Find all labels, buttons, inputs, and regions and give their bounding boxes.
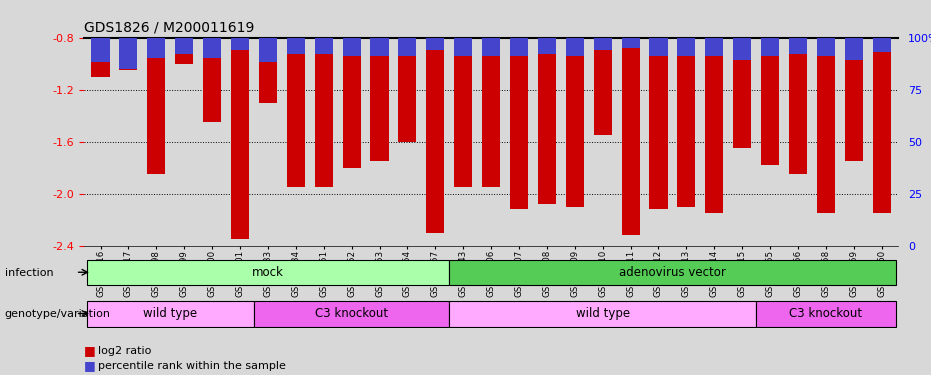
Bar	[454, 38, 472, 56]
Bar	[231, 38, 250, 50]
Bar	[761, 38, 779, 165]
Bar	[538, 38, 556, 204]
Bar	[678, 38, 695, 207]
Bar	[259, 38, 277, 63]
Bar	[91, 38, 110, 63]
Bar	[872, 38, 891, 213]
Bar	[287, 38, 304, 54]
Bar	[259, 38, 277, 102]
Bar	[650, 38, 668, 209]
Bar	[254, 302, 450, 327]
Text: GDS1826 / M200011619: GDS1826 / M200011619	[84, 21, 254, 35]
Bar	[872, 38, 891, 52]
Bar	[733, 38, 751, 148]
Text: C3 knockout: C3 knockout	[315, 307, 388, 320]
Text: wild type: wild type	[575, 307, 629, 320]
Text: ■: ■	[84, 344, 96, 357]
Bar	[594, 38, 612, 135]
Bar	[844, 38, 863, 161]
Bar	[650, 38, 668, 56]
Bar	[816, 38, 835, 213]
Bar	[175, 38, 194, 63]
Bar	[450, 260, 896, 285]
Bar	[816, 38, 835, 56]
Bar	[622, 38, 640, 235]
Bar	[482, 38, 500, 56]
Text: ■: ■	[84, 359, 96, 372]
Text: percentile rank within the sample: percentile rank within the sample	[98, 361, 286, 370]
Bar	[450, 302, 756, 327]
Text: genotype/variation: genotype/variation	[5, 309, 111, 319]
Bar	[566, 38, 584, 207]
Bar	[119, 38, 138, 69]
Bar	[510, 38, 528, 209]
Text: C3 knockout: C3 knockout	[789, 307, 862, 320]
Bar	[203, 38, 222, 122]
Bar	[733, 38, 751, 60]
Bar	[756, 302, 896, 327]
Bar	[175, 38, 194, 54]
Bar	[426, 38, 444, 50]
Bar	[510, 38, 528, 56]
Bar	[678, 38, 695, 56]
Bar	[231, 38, 250, 239]
Bar	[705, 38, 723, 56]
Bar	[705, 38, 723, 213]
Bar	[566, 38, 584, 56]
Bar	[594, 38, 612, 50]
Text: log2 ratio: log2 ratio	[98, 346, 151, 355]
Bar	[91, 38, 110, 76]
Bar	[426, 38, 444, 232]
Bar	[398, 38, 416, 142]
Bar	[203, 38, 222, 58]
Bar	[119, 38, 138, 70]
Bar	[454, 38, 472, 187]
Bar	[371, 38, 388, 161]
Bar	[315, 38, 332, 187]
Bar	[622, 38, 640, 48]
Bar	[398, 38, 416, 56]
Bar	[371, 38, 388, 56]
Bar	[789, 38, 807, 54]
Bar	[315, 38, 332, 54]
Text: mock: mock	[252, 266, 284, 279]
Bar	[761, 38, 779, 56]
Text: adenovirus vector: adenovirus vector	[619, 266, 726, 279]
Bar	[789, 38, 807, 174]
Bar	[87, 260, 450, 285]
Bar	[538, 38, 556, 54]
Bar	[844, 38, 863, 60]
Bar	[343, 38, 360, 168]
Bar	[343, 38, 360, 56]
Bar	[147, 38, 166, 174]
Bar	[482, 38, 500, 187]
Bar	[147, 38, 166, 58]
Bar	[87, 302, 254, 327]
Bar	[287, 38, 304, 187]
Text: wild type: wild type	[143, 307, 197, 320]
Text: infection: infection	[5, 268, 53, 278]
